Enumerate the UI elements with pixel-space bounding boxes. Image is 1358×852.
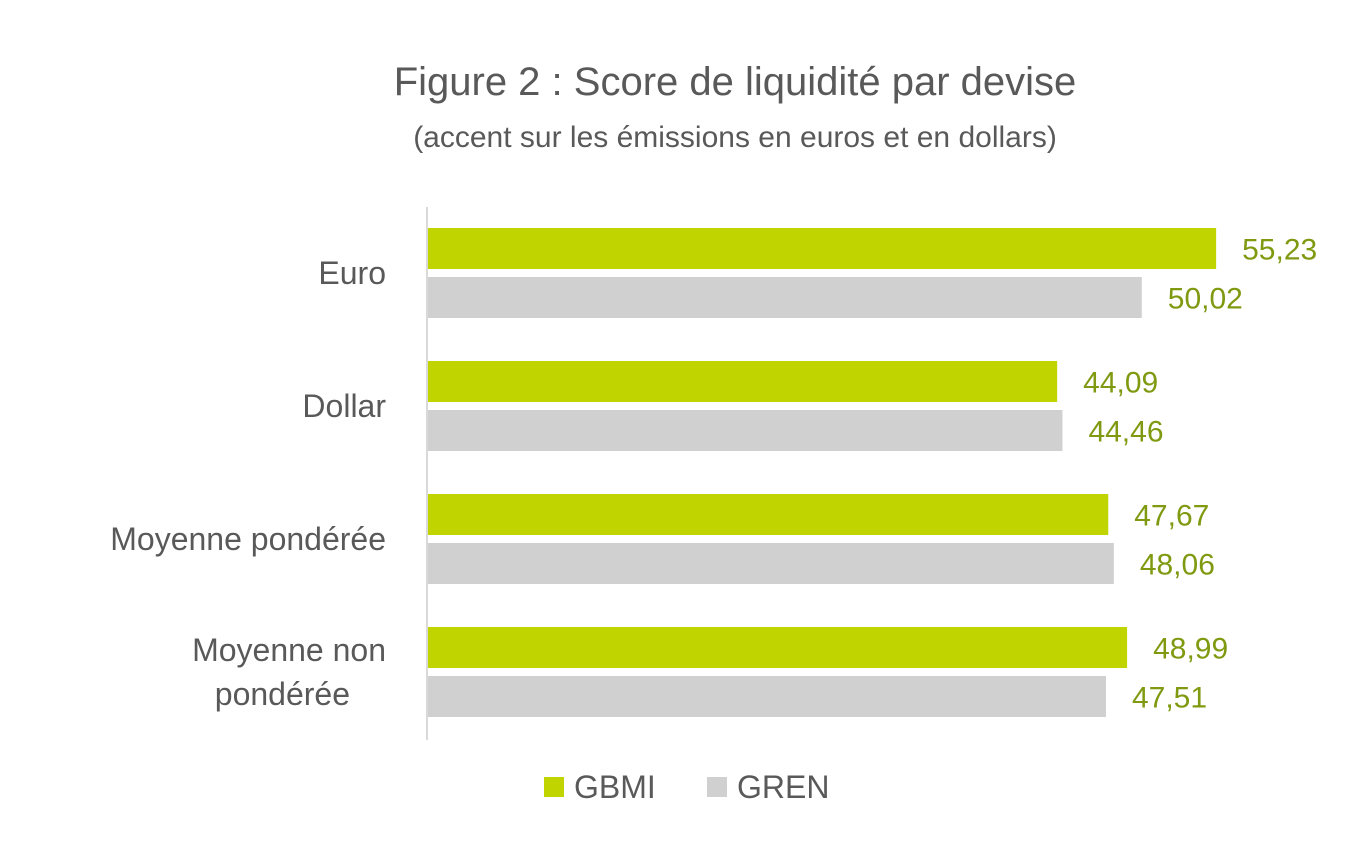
- chart-subtitle: (accent sur les émissions en euros et en…: [413, 121, 1057, 154]
- bar-gbmi: [428, 361, 1058, 402]
- data-label-gren: 48,06: [1140, 549, 1215, 582]
- bar-gren: [428, 410, 1063, 451]
- data-label-gbmi: 48,99: [1153, 633, 1228, 666]
- data-label-gbmi: 47,67: [1134, 500, 1209, 533]
- data-label-gren: 47,51: [1132, 682, 1207, 715]
- legend: GBMI GREN: [544, 769, 829, 805]
- legend-swatch-gren: [707, 777, 727, 797]
- bar-gbmi: [428, 228, 1217, 269]
- data-label-gren: 44,46: [1088, 416, 1163, 449]
- bar-gren: [428, 277, 1142, 318]
- data-label-gbmi: 55,23: [1242, 234, 1317, 267]
- category-label: Euro: [318, 255, 386, 291]
- bar-gren: [428, 543, 1114, 584]
- chart-title: Figure 2 : Score de liquidité par devise: [394, 60, 1077, 104]
- bar-group: Euro 55,23 50,02 Dollar 44,09 44,46 Moyenne po…: [110, 228, 1317, 717]
- bar-gbmi: [428, 627, 1128, 668]
- legend-label-gbmi: GBMI: [574, 769, 656, 805]
- legend-swatch-gbmi: [544, 777, 564, 797]
- category-label: Moyenne non: [192, 632, 386, 668]
- category-label: Moyenne pondérée: [110, 521, 386, 557]
- data-label-gren: 50,02: [1168, 283, 1243, 316]
- category-label: pondérée: [215, 676, 350, 712]
- legend-label-gren: GREN: [737, 769, 829, 805]
- category-label: Dollar: [302, 388, 386, 424]
- bar-gbmi: [428, 494, 1109, 535]
- data-label-gbmi: 44,09: [1083, 367, 1158, 400]
- bar-gren: [428, 676, 1106, 717]
